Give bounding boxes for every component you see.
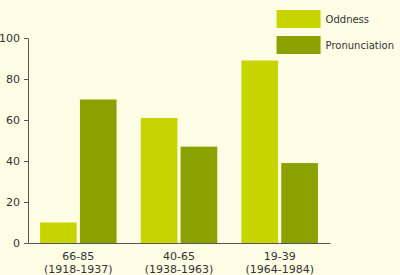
y-axis-line <box>28 39 29 244</box>
x-axis-line <box>29 243 331 244</box>
legend-item: Oddness <box>277 10 369 28</box>
bar <box>80 100 117 244</box>
y-tick-mark <box>24 161 28 162</box>
y-tick: 80 <box>6 73 28 86</box>
bar <box>141 118 178 243</box>
x-tick: 19-39(1964-1984) <box>245 243 314 275</box>
y-axis: 0 20 40 60 80 100 <box>0 32 29 250</box>
legend-swatch <box>277 36 321 54</box>
y-tick-mark <box>24 202 28 203</box>
x-tick-label: 66-85(1918-1937) <box>44 250 113 275</box>
y-tick-label: 0 <box>13 237 20 250</box>
legend-swatch <box>277 10 321 28</box>
y-tick-mark <box>24 38 28 39</box>
y-tick: 20 <box>6 196 28 209</box>
y-tick: 60 <box>6 114 28 127</box>
legend: Oddness Pronunciation <box>277 10 394 54</box>
y-tick: 0 <box>13 237 28 250</box>
x-tick: 40-65(1938-1963) <box>145 243 214 275</box>
y-tick-mark <box>24 79 28 80</box>
bar <box>181 147 218 243</box>
y-tick: 100 <box>0 32 28 45</box>
chart-container: 0 20 40 60 80 100 66-85(1918-1937) 40-65(1938-1… <box>0 0 400 275</box>
y-tick-label: 80 <box>6 73 20 86</box>
y-tick-label: 100 <box>0 32 20 45</box>
bar <box>281 163 318 243</box>
y-tick-mark <box>24 243 28 244</box>
y-tick-label: 20 <box>6 196 20 209</box>
x-tick-label: 40-65(1938-1963) <box>145 250 214 275</box>
y-tick-label: 60 <box>6 114 20 127</box>
bar <box>241 61 278 243</box>
background <box>0 0 400 275</box>
y-tick: 40 <box>6 155 28 168</box>
y-tick-mark <box>24 120 28 121</box>
x-tick-label: 19-39(1964-1984) <box>245 250 314 275</box>
chart-svg: 0 20 40 60 80 100 66-85(1918-1937) 40-65(1938-1… <box>0 0 400 275</box>
bar <box>40 223 77 244</box>
bars <box>40 61 318 243</box>
legend-item: Pronunciation <box>277 36 394 54</box>
legend-label: Pronunciation <box>326 40 394 51</box>
y-tick-label: 40 <box>6 155 20 168</box>
x-axis: 66-85(1918-1937) 40-65(1938-1963) 19-39(19… <box>29 243 331 275</box>
x-tick: 66-85(1918-1937) <box>44 243 113 275</box>
legend-label: Oddness <box>326 14 369 25</box>
